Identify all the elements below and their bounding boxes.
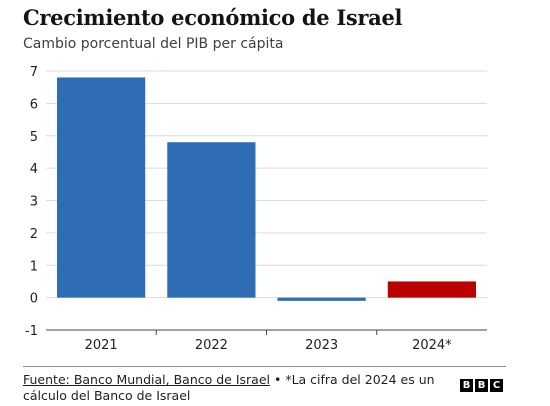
y-tick-label: -1	[25, 324, 38, 339]
bar-chart: -1 0 1 2 3 4 5 6 7 2021 2022 2023 2024*	[25, 65, 487, 353]
x-tick-label: 2023	[305, 338, 338, 353]
y-tick-label: 3	[30, 195, 38, 210]
x-tick-label: 2022	[195, 338, 228, 353]
y-tick-label: 2	[30, 227, 38, 242]
footnote-text: • *La cifra del 2024 es un cálculo del B…	[23, 372, 435, 403]
footer-divider	[23, 366, 506, 367]
x-tick-label: 2021	[85, 338, 118, 353]
bbc-logo: B B C	[460, 379, 503, 392]
bar-2023	[277, 297, 366, 301]
bbc-logo-letter-3: C	[490, 379, 503, 392]
y-tick-label: 4	[30, 162, 38, 177]
y-tick-label: 0	[30, 292, 38, 307]
chart-subtitle: Cambio porcentual del PIB per cápita	[23, 36, 284, 52]
y-tick-label: 7	[30, 65, 38, 80]
bbc-logo-letter-2: B	[475, 379, 488, 392]
y-tick-label: 1	[30, 259, 38, 274]
y-tick-label: 5	[30, 130, 38, 145]
bar-2021	[57, 77, 146, 298]
footer-note: Fuente: Banco Mundial, Banco de Israel •…	[23, 372, 453, 404]
x-tick-label: 2024*	[412, 338, 452, 353]
chart-title: Crecimiento económico de Israel	[23, 5, 403, 30]
y-tick-label: 6	[30, 97, 38, 112]
bar-2024star	[387, 281, 476, 298]
bbc-logo-letter-1: B	[460, 379, 473, 392]
bar-2022	[167, 142, 256, 298]
source-link[interactable]: Fuente: Banco Mundial, Banco de Israel	[23, 372, 270, 387]
